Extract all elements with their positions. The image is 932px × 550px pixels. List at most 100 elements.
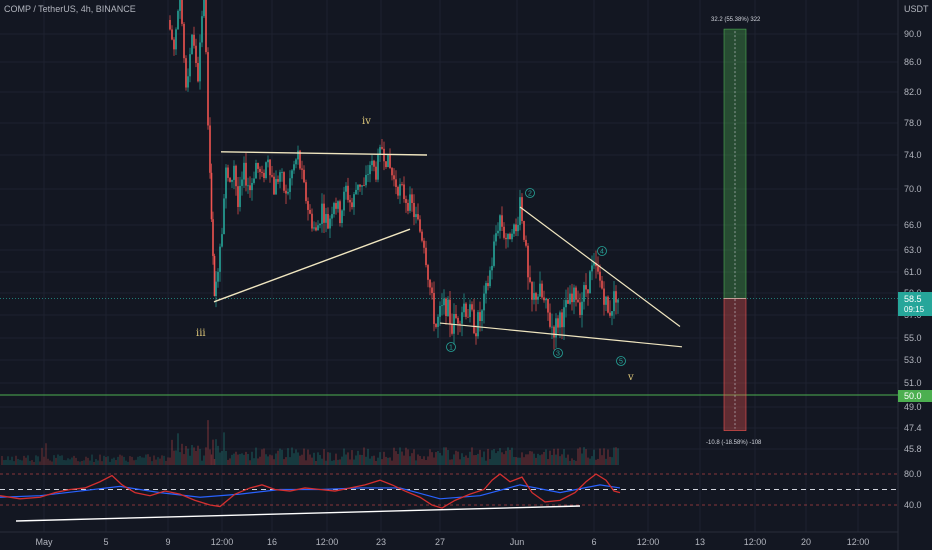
volume-bar: [557, 448, 559, 465]
candle-body: [235, 165, 237, 187]
candle-body: [293, 164, 295, 171]
date-tick-label: 16: [267, 537, 277, 547]
volume-bar: [273, 459, 275, 465]
candle-body: [359, 184, 361, 187]
volume-bar: [319, 454, 321, 465]
volume-bar: [41, 447, 43, 465]
candle-body: [183, 23, 185, 59]
volume-bar: [155, 459, 157, 465]
candle-body: [377, 154, 379, 180]
volume-bar: [575, 460, 577, 465]
volume-bar: [331, 460, 333, 465]
volume-bar: [45, 443, 47, 465]
volume-bar: [349, 459, 351, 465]
price-tick-label: 86.0: [904, 57, 922, 67]
volume-bar: [175, 450, 177, 465]
candle-body: [597, 266, 599, 272]
volume-bar: [351, 450, 353, 465]
level-lines: [0, 298, 898, 396]
date-tick-label: 20: [801, 537, 811, 547]
candle-body: [423, 240, 425, 248]
volume-bar: [165, 460, 167, 465]
volume-bar: [117, 456, 119, 465]
volume-bar: [257, 458, 259, 465]
volume-bar: [411, 453, 413, 465]
price-tick-label: 53.0: [904, 355, 922, 365]
candle-body: [333, 203, 335, 215]
candle-body: [459, 323, 461, 325]
sub-wave-circle: [525, 188, 535, 198]
candle-body: [267, 159, 269, 163]
volume-bar: [593, 449, 595, 465]
volume-bar: [135, 459, 137, 465]
volume-bar: [425, 460, 427, 465]
candle-body: [169, 20, 171, 30]
volume-bar: [119, 454, 121, 465]
candle-body: [523, 221, 525, 240]
countdown-value: 09:15: [904, 305, 925, 314]
candle-body: [439, 305, 441, 317]
volume-bar: [139, 456, 141, 465]
volume-bar: [613, 447, 615, 465]
date-tick-label: 12:00: [847, 537, 870, 547]
candle-body: [463, 303, 465, 313]
candle-body: [429, 279, 431, 288]
volume-bar: [227, 459, 229, 465]
candle-body: [343, 191, 345, 211]
volume-bar: [225, 450, 227, 465]
candle-body: [547, 298, 549, 313]
volume-bar: [577, 448, 579, 465]
candle-body: [247, 185, 249, 187]
candle-body: [391, 167, 393, 176]
volume-bar: [399, 447, 401, 465]
level-value: 50.0: [904, 391, 922, 401]
volume-bar: [179, 452, 181, 465]
volume-bar: [209, 449, 211, 465]
volume-bar: [563, 449, 565, 465]
time-axis[interactable]: May 5 9 12:00 16 12:00 23 27 Jun 6 12:00 13 12:00 20 1…: [35, 537, 869, 547]
volume-bar: [403, 455, 405, 465]
volume-bar: [113, 457, 115, 465]
sub-wave-label: 1: [449, 345, 453, 352]
volume-bar: [483, 451, 485, 465]
volume-bar: [453, 454, 455, 465]
candle-body: [605, 296, 607, 305]
stop-label: -10.8 (-18.58%) -108: [706, 440, 762, 446]
date-tick-label: 12:00: [744, 537, 767, 547]
candle-body: [273, 176, 275, 195]
candle-body: [389, 154, 391, 168]
volume-bar: [43, 456, 45, 465]
candle-body: [613, 291, 615, 312]
candle-body: [399, 184, 401, 196]
volume-bar: [263, 448, 265, 465]
volume-bar: [551, 454, 553, 465]
volume-bar: [451, 459, 453, 465]
volume-bar: [195, 450, 197, 465]
volume-bar: [561, 454, 563, 465]
candle-body: [311, 213, 313, 229]
volume-bar: [583, 447, 585, 465]
volume-bar: [69, 459, 71, 465]
volume-bar: [163, 455, 165, 465]
volume-bar: [393, 447, 395, 465]
volume-bar: [595, 459, 597, 465]
volume-bar: [37, 456, 39, 465]
volume-bar: [253, 458, 255, 465]
sub-wave-label: 5: [619, 359, 623, 366]
volume-bar: [417, 454, 419, 465]
candle-body: [407, 202, 409, 211]
volume-bar: [5, 459, 7, 465]
volume-bar: [597, 458, 599, 465]
long-position-tool[interactable]: [723, 28, 747, 431]
candle-body: [491, 265, 493, 271]
volume-bar: [243, 454, 245, 465]
volume-bar: [447, 449, 449, 465]
rsi-tick-label: 40.0: [904, 500, 922, 510]
candle-body: [551, 326, 553, 328]
candle-body: [199, 42, 201, 82]
volume-bar: [545, 449, 547, 465]
volume-bar: [65, 460, 67, 465]
candle-body: [435, 323, 437, 327]
trendlines[interactable]: [213, 151, 683, 348]
candle-body: [507, 233, 509, 240]
